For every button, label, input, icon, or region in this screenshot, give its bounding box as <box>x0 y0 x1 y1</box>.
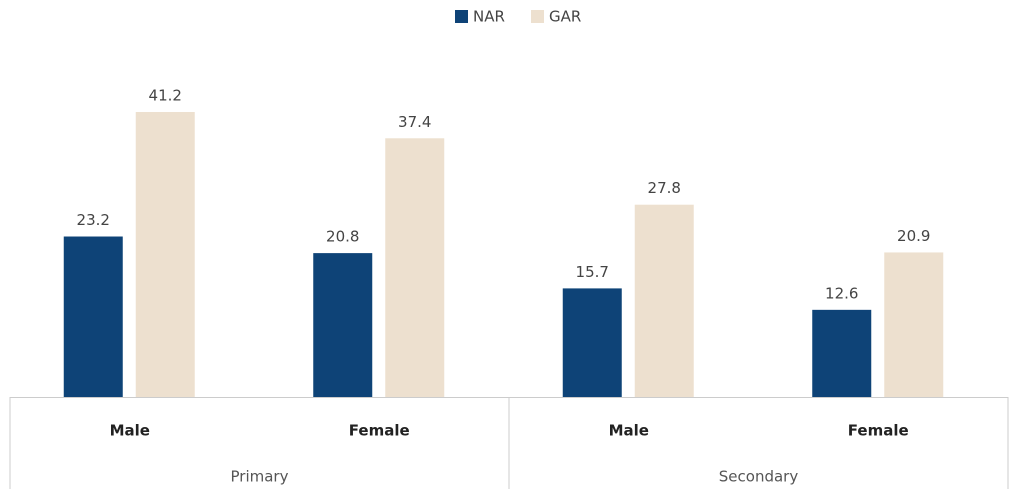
data-label: 41.2 <box>149 87 182 105</box>
bar <box>313 253 373 397</box>
legend-label: GAR <box>549 8 581 26</box>
legend-swatch <box>455 10 468 23</box>
group-label: Primary <box>231 468 289 486</box>
x-tick-label: Male <box>609 422 649 440</box>
x-tick-label: Female <box>848 422 909 440</box>
bar <box>63 236 123 397</box>
legend-label: NAR <box>473 8 505 26</box>
x-tick-label: Male <box>110 422 150 440</box>
data-label: 37.4 <box>398 113 431 131</box>
group-label: Secondary <box>719 468 799 486</box>
data-label: 12.6 <box>825 284 858 302</box>
bar <box>884 252 944 397</box>
data-label: 27.8 <box>648 179 681 197</box>
data-label: 20.9 <box>897 227 930 245</box>
x-tick-label: Female <box>349 422 410 440</box>
bar <box>812 309 872 397</box>
bar <box>634 204 694 397</box>
data-label: 15.7 <box>576 263 609 281</box>
data-label: 23.2 <box>77 211 110 229</box>
bar <box>562 288 622 397</box>
data-label: 20.8 <box>326 228 359 246</box>
bar <box>385 138 445 397</box>
bar <box>135 112 195 397</box>
legend-swatch <box>531 10 544 23</box>
